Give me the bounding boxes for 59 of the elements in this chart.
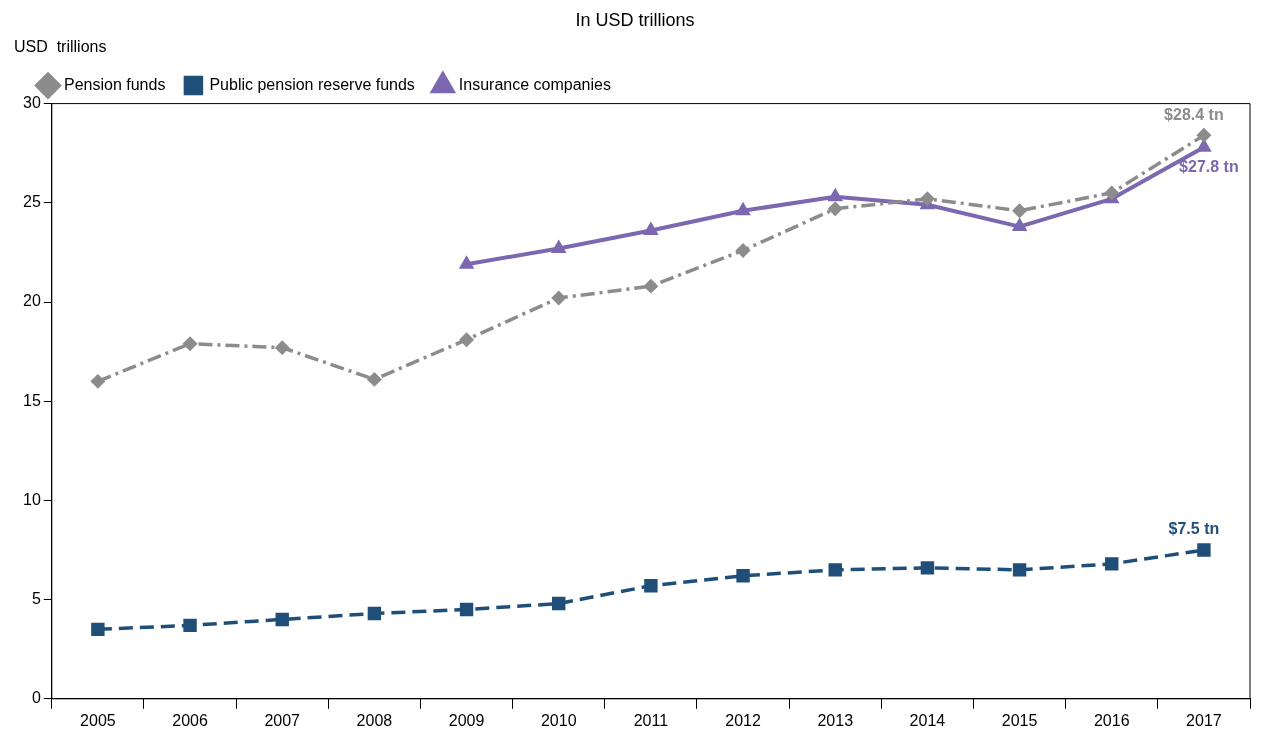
chart-title: In USD trillions [575,9,695,30]
x-tick-label: 2017 [1186,711,1222,729]
legend-label: Pension funds [64,76,166,94]
point [828,202,842,216]
annotation: $27.8 tn [1179,157,1239,175]
annotation: $7.5 tn [1168,520,1220,538]
point [275,612,289,627]
point [1197,128,1211,143]
point [551,291,566,305]
x-tick-label: 2008 [356,711,393,729]
point [644,279,658,293]
y-tick-label: 15 [23,391,41,409]
point [736,569,750,583]
point [1012,563,1027,577]
x-tick-label: 2006 [172,711,208,729]
y-tick-label: 5 [31,590,41,608]
point [828,189,842,202]
y-axis-title: USD trillions [14,38,107,56]
y-tick-label: 0 [31,689,41,707]
x-tick-label: 2010 [540,711,577,729]
point [920,192,935,206]
point [552,596,566,611]
annotation: $28.4 tn [1164,105,1224,123]
point [183,336,197,351]
point [1105,557,1119,571]
x-tick-label: 2011 [633,711,669,729]
point [275,340,289,355]
point [367,372,382,387]
point [1105,186,1119,200]
point [459,332,474,347]
x-tick-label: 2012 [725,711,761,729]
point [459,602,474,617]
y-tick-label: 20 [23,292,41,310]
legend-label: Insurance companies [458,76,611,94]
point [1012,203,1027,218]
point [367,606,382,621]
x-tick-label: 2016 [1093,711,1130,729]
point [91,374,105,389]
point [736,243,750,258]
y-tick-label: 30 [23,94,41,112]
point [183,618,197,633]
point [644,579,658,593]
x-tick-label: 2015 [1001,711,1038,729]
x-tick-label: 2009 [448,711,485,729]
point [1197,140,1211,152]
point [91,622,105,637]
x-tick-label: 2007 [264,711,301,729]
y-tick-label: 10 [23,490,41,508]
x-tick-label: 2014 [909,711,946,729]
point [736,203,750,216]
point [1197,543,1211,557]
point [920,561,935,575]
point [828,563,842,577]
legend-label: Public pension reserve funds [209,76,415,94]
point [643,221,659,236]
x-tick-label: 2013 [817,711,854,729]
point [552,241,566,253]
x-tick-label: 2005 [80,711,116,729]
y-tick-label: 25 [23,193,41,211]
